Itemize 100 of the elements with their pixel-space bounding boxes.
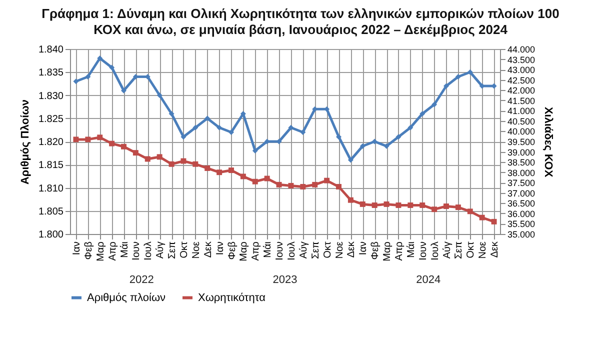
x-tick-label: Ιαν [214,242,226,256]
point [372,202,378,208]
x-tick-label: Απρ [250,241,262,261]
point [168,111,174,116]
x-tick-label: Ιουν [274,242,286,260]
point [264,176,270,182]
point [455,204,461,210]
y-axis-title: Αριθμός Πλοίων [19,99,32,185]
x-tick-label: Νοε [334,240,346,259]
text: 2023 [272,274,298,286]
point [85,74,91,80]
point [432,206,438,212]
point [360,201,366,207]
x-tick-label: Αύγ [155,242,166,259]
x-tick-label: Αύγ [298,242,310,259]
x-tick-label: Οκτ [322,241,334,258]
point [372,138,378,144]
x-tick-label: Μαρ [95,241,106,262]
point [336,184,342,190]
point [180,158,186,164]
x-tick-label: Αύγ [442,242,453,259]
x-tick-label: Ιαν [71,242,82,256]
point [408,124,414,130]
y-tick-label: 1.840 [38,44,64,56]
y2-tick-label: 35.000 [508,230,536,240]
point [467,208,473,214]
y2-tick-label: 37.000 [508,188,536,198]
y2-tick-label: 42.000 [508,86,536,96]
point [228,168,234,174]
y2-tick-label: 44.000 [508,44,536,54]
point [204,165,210,171]
x-tick-label: Μάι [119,242,130,258]
x-tick-label: Μάι [262,242,274,258]
y-tick-label: 1.810 [38,183,64,194]
point [192,124,198,130]
y-tick-label: 1.820 [38,137,64,148]
y-tick-label: 1.835 [38,68,64,79]
point [204,116,210,122]
legend-label: Χωρητικότητα [198,292,266,304]
point [216,170,222,176]
y2-tick-label: 36.000 [508,208,536,219]
point [300,130,306,135]
y2-tick-label: 41.000 [508,106,536,116]
point [180,134,186,140]
point [192,161,198,167]
point [73,78,79,84]
point [73,136,79,142]
x-tick-label: Νοε [478,240,489,259]
point [336,134,342,140]
y-tick-label: 1.815 [38,160,64,172]
point [156,154,162,160]
x-tick-label: Φεβ [370,241,382,260]
point [252,178,258,184]
point [432,102,438,108]
text: 2024 [416,274,441,286]
point [240,174,246,180]
point [288,124,294,130]
chart-title: Γράφημα 1: Δύναμη και Ολική Χωρητικότητα των ελληνικών εμπορικών πλοίων 100 ΚΟΧ και άνω, σε μηνιαία βάση, Ιανουάριος 2022 – Δεκέμβριος 2024 [40,6,560,38]
point [491,218,497,224]
y2-tick-label: 41.500 [508,96,536,106]
x-tick-label: Φεβ [83,241,94,260]
x-tick-label: Μάι [406,242,417,258]
y-tick-label: 1.805 [38,206,64,218]
x-tick-label: Οκτ [466,241,477,258]
x-tick-label: Σεπ [310,241,322,260]
point [85,136,91,142]
y2-tick-label: 43.000 [508,65,536,76]
x-tick-label: Ιαν [358,242,370,256]
point [396,134,402,140]
y2-tick-label: 42.500 [508,75,536,86]
point [228,130,234,135]
point [121,88,126,94]
point [360,143,366,149]
x-tick-label: Δεκ [346,240,358,258]
text: 2022 [129,274,154,286]
point [97,134,103,140]
x-tick-label: Σεπ [167,241,178,260]
y2-tick-label: 38.000 [508,168,536,178]
x-tick-label: Ιουλ [430,242,441,260]
point [324,178,330,184]
point [384,143,390,149]
point [420,111,426,116]
y2-tick-label: 36.500 [508,198,536,209]
y2-tick-label: 39.500 [508,137,536,147]
x-tick-label: Ιουν [418,242,429,260]
x-tick-label: Δεκ [202,240,214,258]
point [408,202,414,208]
x-tick-label: Ιουλ [286,242,298,260]
x-tick-label: Νοε [190,240,202,259]
y-tick-label: 1.825 [38,114,64,125]
x-tick-label: Σεπ [454,241,465,260]
y2-tick-label: 35.500 [508,219,536,230]
point [300,184,306,190]
point [444,204,449,209]
y-tick-label: 1.830 [38,90,64,102]
y2-axis-title: Χιλιάδες ΚΟΧ [542,106,554,178]
point [467,69,473,75]
x-tick-label: Ιουν [131,242,142,260]
point [216,124,222,130]
point [455,74,461,80]
